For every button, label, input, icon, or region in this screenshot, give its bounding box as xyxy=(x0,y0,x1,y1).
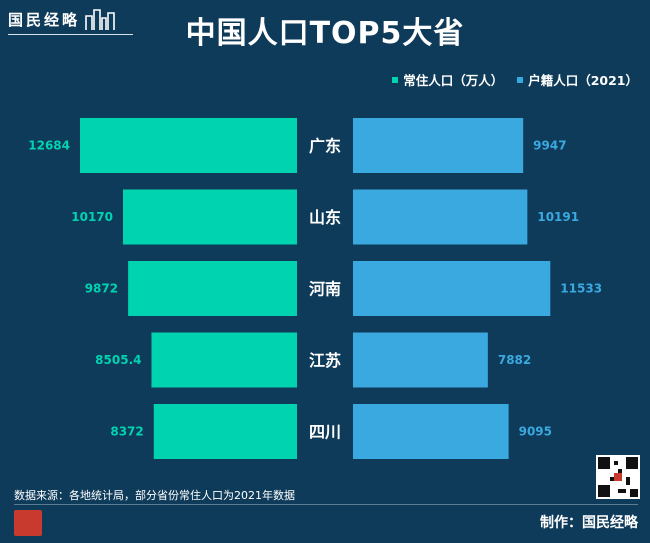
brand-underline xyxy=(8,34,133,35)
value-label-resident-3: 8505.4 xyxy=(95,353,141,367)
value-label-registered-0: 9947 xyxy=(533,139,566,153)
footer-divider xyxy=(14,504,638,505)
category-label-2: 河南 xyxy=(309,280,341,299)
category-label-0: 广东 xyxy=(309,137,341,156)
value-label-resident-0: 12684 xyxy=(28,139,70,153)
category-label-3: 江苏 xyxy=(309,351,341,370)
legend-label-resident: 常住人口（万人） xyxy=(403,73,504,88)
credit-text: 制作：国民经略 xyxy=(540,515,638,531)
chart-legend: 常住人口（万人） 户籍人口（2021） xyxy=(392,70,638,89)
brand-seal-icon xyxy=(14,510,42,536)
bar-registered-1 xyxy=(353,189,528,245)
value-label-resident-4: 8372 xyxy=(110,425,143,439)
value-label-registered-1: 10191 xyxy=(537,210,579,224)
brand-logo: 国民经略 xyxy=(8,8,116,30)
bar-registered-2 xyxy=(353,261,551,316)
chart-title: 中国人口TOP5大省 xyxy=(185,16,465,51)
value-label-resident-1: 10170 xyxy=(71,210,113,224)
legend-swatch-registered xyxy=(517,76,524,83)
bar-registered-3 xyxy=(353,332,488,388)
legend-item-registered: 户籍人口（2021） xyxy=(517,70,638,89)
legend-label-registered: 户籍人口（2021） xyxy=(528,73,638,88)
qr-code-icon xyxy=(596,455,640,499)
value-label-resident-2: 9872 xyxy=(85,282,118,296)
value-label-registered-2: 11533 xyxy=(560,282,602,296)
bar-resident-0 xyxy=(80,118,297,173)
legend-swatch-resident xyxy=(392,76,399,83)
brand-name: 国民经略 xyxy=(8,10,81,29)
category-label-4: 四川 xyxy=(309,423,341,442)
bar-resident-4 xyxy=(153,404,297,459)
bar-resident-3 xyxy=(151,332,297,388)
bar-resident-1 xyxy=(123,189,297,245)
value-label-registered-3: 7882 xyxy=(498,353,531,367)
city-skyline-icon xyxy=(85,9,115,30)
bar-registered-4 xyxy=(353,404,509,459)
bar-registered-0 xyxy=(353,118,524,173)
source-note: 数据来源：各地统计局，部分省份常住人口为2021年数据 xyxy=(14,489,295,502)
value-label-registered-4: 9095 xyxy=(519,425,552,439)
bar-resident-2 xyxy=(128,261,297,316)
legend-item-resident: 常住人口（万人） xyxy=(392,70,503,89)
category-label-1: 山东 xyxy=(309,208,341,227)
